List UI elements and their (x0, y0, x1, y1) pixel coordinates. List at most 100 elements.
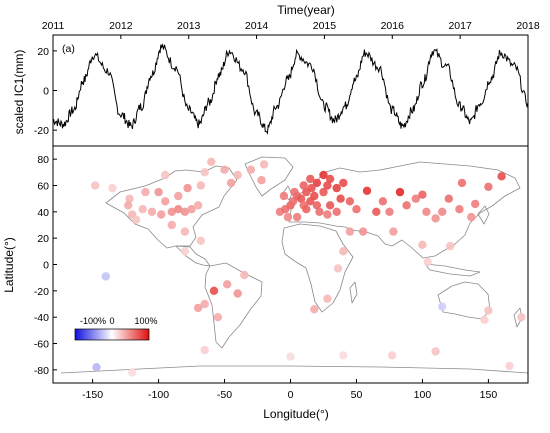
station-point (108, 183, 117, 193)
south-america-coast (204, 262, 263, 349)
station-point (517, 313, 526, 322)
north-america-coast (105, 165, 238, 249)
station-point (431, 347, 440, 356)
ic1-series-line (52, 42, 529, 135)
station-point (128, 368, 137, 377)
station-point (457, 178, 467, 188)
station-point (257, 176, 266, 185)
station-point (332, 207, 341, 216)
station-point (101, 272, 111, 281)
greenland-coast (244, 156, 294, 197)
station-point (207, 157, 216, 166)
map-y-tick-label: -40 (34, 312, 49, 324)
station-point (299, 181, 308, 190)
station-point (319, 170, 328, 180)
top-panel-frame (52, 34, 529, 147)
station-point (193, 303, 203, 313)
station-point (325, 201, 335, 210)
colorbar-label-mid: 0 (109, 316, 114, 326)
station-point (372, 207, 381, 216)
station-point (167, 220, 176, 230)
top-x-tick-label: 2013 (177, 20, 201, 32)
station-point (200, 168, 209, 177)
station-point (467, 212, 476, 222)
colorbar-gradient (74, 328, 150, 341)
station-point (196, 181, 205, 190)
map-x-tick-label: 100 (414, 389, 432, 401)
station-point (323, 294, 332, 303)
top-y-axis-label: scaled IC1(mm) (12, 50, 26, 135)
map-y-tick-labels: 80 60 40 20 0 -20 -40 -60 -80 (34, 154, 57, 377)
top-x-tick-label: 2012 (109, 20, 133, 32)
station-point (345, 197, 355, 206)
map-x-tick-label: -150 (82, 389, 103, 401)
station-point (333, 264, 343, 273)
station-point (395, 187, 405, 197)
station-point (138, 205, 147, 214)
station-point (422, 207, 431, 216)
map-x-tick-label: 0 (288, 389, 294, 401)
station-point (209, 286, 219, 295)
station-point (183, 183, 192, 193)
station-point (323, 181, 332, 190)
top-x-tick-label: 2011 (42, 20, 65, 32)
station-point (438, 207, 447, 216)
station-point (233, 289, 242, 298)
station-point (279, 191, 289, 201)
map-y-tick-label: -80 (34, 365, 49, 377)
station-point (283, 212, 293, 222)
station-point (187, 205, 196, 214)
top-y-tick-label: 20 (37, 46, 49, 58)
top-x-tick-label: 2017 (448, 20, 472, 32)
station-point (161, 197, 170, 206)
madagascar-coast (349, 281, 358, 304)
station-point (180, 247, 190, 256)
station-point (91, 181, 100, 190)
station-point (484, 306, 493, 315)
station-point (213, 313, 223, 322)
map-y-tick-label: 0 (43, 260, 49, 272)
map-x-tick-labels: -150 -100 -50 0 50 100 150 (82, 379, 497, 401)
colorbar-label-max: 100% (134, 316, 157, 326)
station-point (220, 165, 229, 174)
map-y-tick-label: -60 (34, 339, 49, 351)
africa-coast (281, 223, 354, 313)
panel-label: (a) (62, 43, 75, 55)
station-point (418, 240, 427, 249)
station-point (336, 194, 345, 203)
station-points (91, 157, 526, 377)
station-point (310, 191, 319, 201)
station-point (339, 247, 348, 256)
station-point (480, 315, 489, 324)
station-point (302, 205, 311, 214)
colorbar-label-min: -100% (80, 316, 106, 326)
station-point (312, 178, 322, 188)
map-x-tick-label: -100 (148, 389, 169, 401)
top-y-tick-label: -20 (34, 125, 49, 137)
station-point (402, 201, 411, 210)
station-point (312, 201, 322, 210)
map-x-axis-label: Longitude(°) (263, 407, 329, 421)
station-point (259, 160, 269, 169)
station-point (315, 207, 324, 216)
station-point (325, 174, 335, 184)
top-x-tick-label: 2018 (516, 20, 540, 32)
station-point (306, 174, 315, 184)
station-point (174, 205, 183, 214)
map-y-tick-label: 60 (37, 181, 49, 193)
station-point (180, 207, 190, 216)
station-point (233, 170, 242, 180)
indonesia-coast (424, 263, 481, 277)
station-point (180, 227, 190, 236)
station-point (196, 236, 205, 245)
station-point (438, 302, 447, 311)
station-point (226, 178, 236, 188)
station-point (345, 227, 355, 236)
station-point (362, 186, 372, 195)
station-point (124, 201, 133, 210)
map-y-tick-label: 20 (37, 233, 49, 245)
station-point (223, 280, 232, 289)
map-y-axis-label: Latitude(°) (2, 237, 16, 293)
map-y-tick-label: 40 (37, 207, 49, 219)
